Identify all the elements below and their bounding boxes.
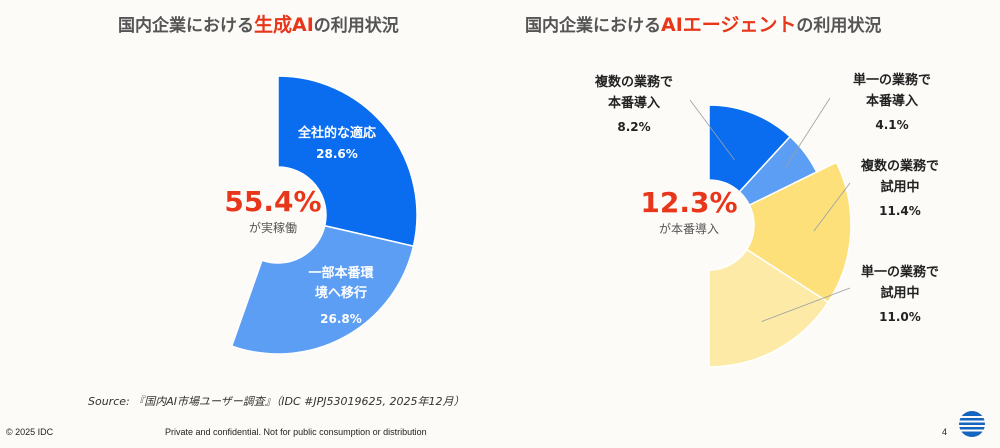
center-value: 55.4% — [224, 185, 321, 218]
pie-slice — [277, 75, 418, 248]
title-highlight: AIエージェント — [661, 14, 797, 36]
slice-value: 4.1% — [875, 118, 908, 132]
pie-slice — [708, 248, 830, 368]
title-highlight: 生成AI — [254, 14, 314, 36]
slice-value: 28.6% — [316, 147, 358, 161]
slice-label: 単一の業務で — [853, 72, 931, 88]
copyright: © 2025 IDC — [6, 427, 54, 437]
leader-line — [689, 99, 735, 161]
pie-slice — [230, 224, 415, 355]
leader-line — [813, 182, 851, 232]
pie-slice — [745, 161, 852, 304]
leader-line — [784, 97, 831, 169]
center-text: が本番導入 — [659, 221, 719, 236]
confidential-notice: Private and confidential. Not for public… — [165, 427, 427, 437]
slice-label: 一部本番環 — [308, 265, 374, 281]
slice-label: 境へ移行 — [315, 285, 367, 301]
slice-label: 試用中 — [880, 179, 919, 195]
slice-label: 本番導入 — [608, 95, 660, 111]
idc-globe-logo-icon — [959, 411, 985, 437]
center-value: 12.3% — [640, 186, 737, 219]
leader-line — [761, 287, 851, 323]
slice-label: 全社的な適応 — [297, 125, 376, 141]
slice-label: 本番導入 — [866, 93, 918, 109]
slice-value: 26.8% — [320, 312, 362, 326]
slice-label: 単一の業務で — [861, 264, 939, 280]
chart-title-ai-agent: 国内企業におけるAIエージェントの利用状況 — [525, 14, 882, 36]
slice-label: 複数の業務で — [594, 74, 673, 90]
slice-value: 11.0% — [879, 310, 921, 324]
slice-label: 試用中 — [880, 285, 919, 301]
chart-title-genai: 国内企業における生成AIの利用状況 — [118, 14, 399, 36]
slice-value: 8.2% — [617, 120, 650, 134]
slice-label: 複数の業務で — [860, 158, 939, 174]
page-number: 4 — [942, 427, 948, 437]
center-text: が実稼働 — [249, 220, 297, 235]
slice-value: 11.4% — [879, 204, 921, 218]
source-note: Source: 『国内AI市場ユーザー調査』（IDC #JPJ53019625,… — [88, 395, 465, 408]
